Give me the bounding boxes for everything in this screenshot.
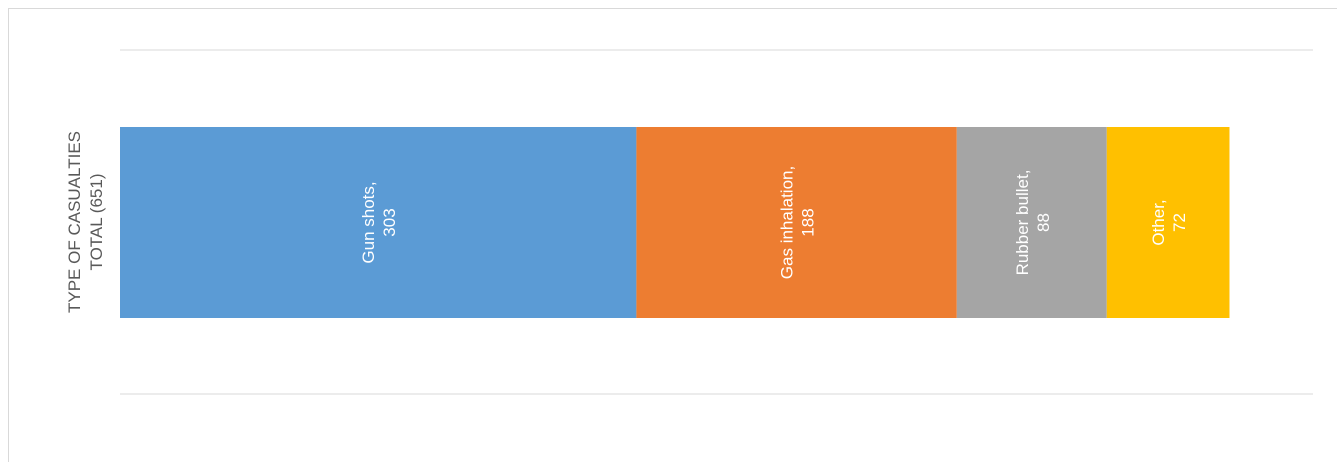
- data-label-name: Rubber bullet,: [1013, 170, 1032, 276]
- data-label-name: Gas inhalation,: [778, 166, 797, 279]
- category-label-line-1: TYPE OF CASUALTIES: [65, 131, 84, 313]
- bar-segment-rubber-bullet: [956, 127, 1107, 318]
- data-label-other: Other, 72: [1149, 199, 1189, 245]
- bar-segment-gun-shots: [120, 127, 637, 318]
- data-label-gas-inhalation: Gas inhalation, 188: [778, 166, 818, 279]
- data-label-gun-shots: Gun shots, 303: [359, 181, 399, 263]
- chart-frame: [8, 8, 1337, 462]
- category-label-line-2: TOTAL (651): [87, 174, 106, 271]
- data-label-name: Gun shots,: [359, 181, 378, 263]
- data-label-rubber-bullet: Rubber bullet, 88: [1013, 170, 1053, 276]
- bar-segment-other: [1106, 127, 1230, 318]
- bar-segment-gas-inhalation: [636, 127, 957, 318]
- data-label-name: Other,: [1149, 199, 1168, 245]
- data-label-value: 188: [799, 208, 818, 236]
- category-axis-label: TYPE OF CASUALTIES TOTAL (651): [65, 131, 106, 313]
- data-label-value: 88: [1034, 213, 1053, 232]
- bar-segments: Gun shots, 303 Gas inhalation, 188 Rubber bu…: [120, 127, 1230, 318]
- data-label-value: 303: [380, 208, 399, 236]
- data-label-value: 72: [1170, 213, 1189, 232]
